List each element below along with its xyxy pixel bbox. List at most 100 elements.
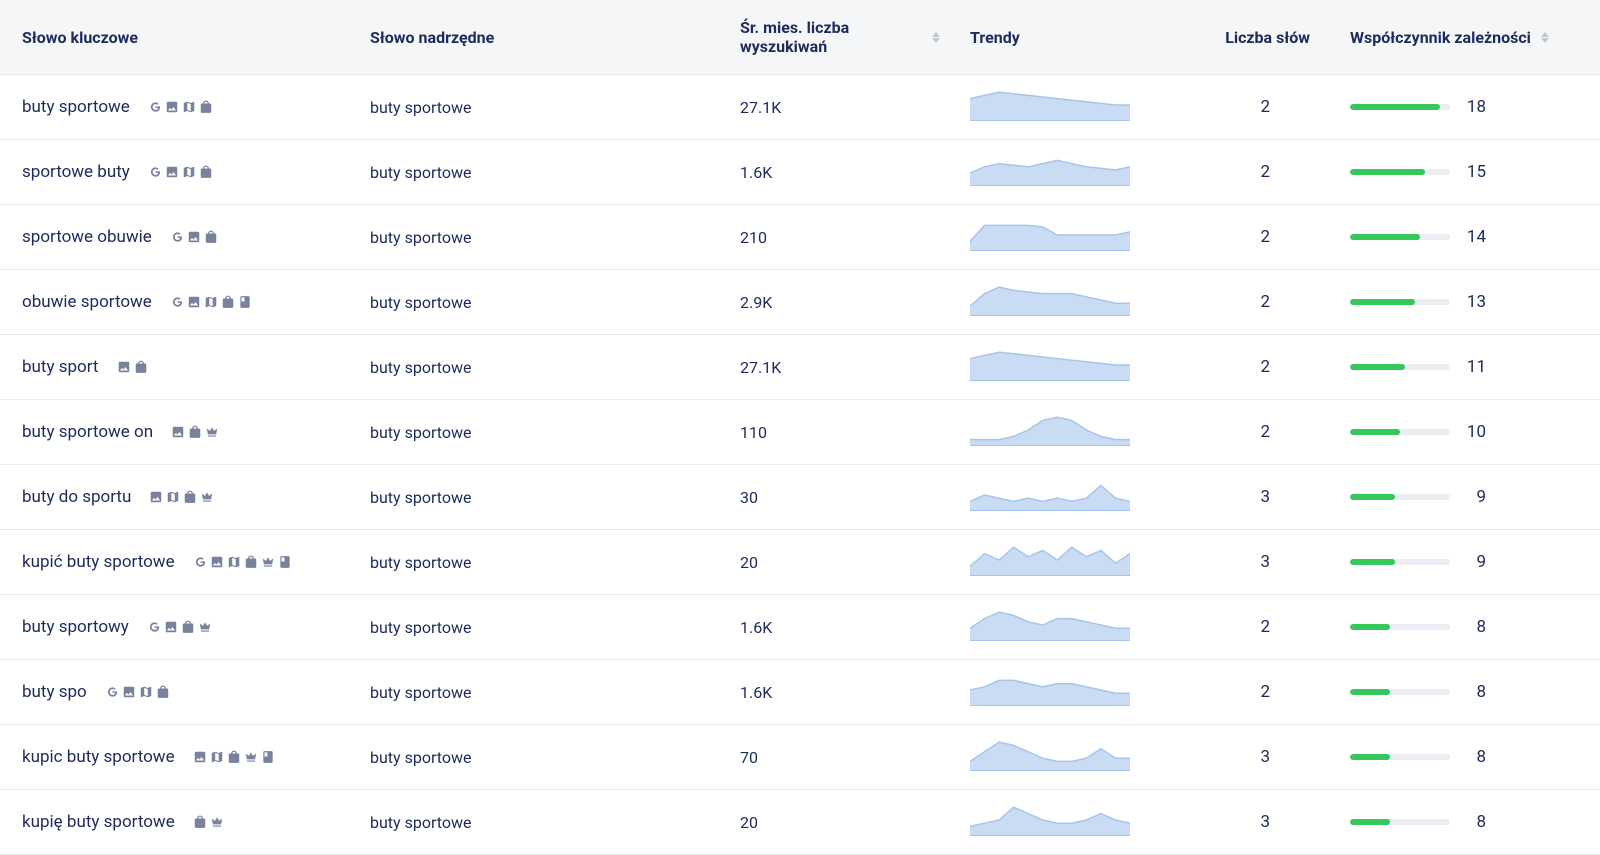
keyword-text[interactable]: buty sportowy (22, 616, 129, 638)
bag-icon[interactable] (134, 360, 148, 374)
word-count: 2 (1190, 227, 1310, 247)
keyword-text[interactable]: sportowe obuwie (22, 226, 152, 248)
img-icon[interactable] (193, 750, 207, 764)
parent-keyword[interactable]: buty sportowe (370, 683, 740, 702)
table-row[interactable]: sportowe buty buty sportowe 1.6K 2 15 (0, 140, 1600, 205)
g-icon[interactable] (170, 230, 184, 244)
bag-icon[interactable] (188, 425, 202, 439)
bag-icon[interactable] (227, 750, 241, 764)
ratio-bar-track (1350, 364, 1450, 370)
book-icon[interactable] (278, 555, 292, 569)
img-icon[interactable] (149, 490, 163, 504)
bag-icon[interactable] (221, 295, 235, 309)
parent-keyword[interactable]: buty sportowe (370, 163, 740, 182)
img-icon[interactable] (210, 555, 224, 569)
table-row[interactable]: buty sportowe buty sportowe 27.1K 2 18 (0, 75, 1600, 140)
map-icon[interactable] (182, 100, 196, 114)
parent-keyword[interactable]: buty sportowe (370, 488, 740, 507)
crown-icon[interactable] (261, 555, 275, 569)
search-volume: 2.9K (740, 293, 970, 312)
img-icon[interactable] (165, 165, 179, 179)
table-row[interactable]: buty sportowe on buty sportowe 110 2 10 (0, 400, 1600, 465)
ratio-bar-fill (1350, 819, 1390, 825)
map-icon[interactable] (166, 490, 180, 504)
bag-icon[interactable] (183, 490, 197, 504)
ratio-bar-track (1350, 624, 1450, 630)
img-icon[interactable] (171, 425, 185, 439)
parent-keyword[interactable]: buty sportowe (370, 228, 740, 247)
g-icon[interactable] (148, 100, 162, 114)
header-parent[interactable]: Słowo nadrzędne (370, 18, 740, 56)
g-icon[interactable] (148, 165, 162, 179)
map-icon[interactable] (210, 750, 224, 764)
keyword-text[interactable]: buty spo (22, 681, 87, 703)
book-icon[interactable] (261, 750, 275, 764)
table-row[interactable]: buty sport buty sportowe 27.1K 2 11 (0, 335, 1600, 400)
crown-icon[interactable] (198, 620, 212, 634)
ratio-value: 14 (1462, 227, 1486, 247)
ratio-bar-fill (1350, 364, 1405, 370)
keyword-text[interactable]: sportowe buty (22, 161, 130, 183)
img-icon[interactable] (164, 620, 178, 634)
table-row[interactable]: buty sportowy buty sportowe 1.6K 2 8 (0, 595, 1600, 660)
header-trend[interactable]: Trendy (970, 18, 1190, 56)
keyword-text[interactable]: kupic buty sportowe (22, 746, 175, 768)
parent-keyword[interactable]: buty sportowe (370, 358, 740, 377)
table-row[interactable]: kupic buty sportowe buty sportowe 70 3 8 (0, 725, 1600, 790)
header-words[interactable]: Liczba słów (1190, 18, 1350, 56)
crown-icon[interactable] (244, 750, 258, 764)
keyword-text[interactable]: buty do sportu (22, 486, 131, 508)
g-icon[interactable] (147, 620, 161, 634)
bag-icon[interactable] (199, 100, 213, 114)
img-icon[interactable] (122, 685, 136, 699)
bag-icon[interactable] (156, 685, 170, 699)
header-ratio[interactable]: Współczynnik zależności (1350, 18, 1590, 56)
bag-icon[interactable] (199, 165, 213, 179)
g-icon[interactable] (193, 555, 207, 569)
g-icon[interactable] (170, 295, 184, 309)
map-icon[interactable] (139, 685, 153, 699)
table-row[interactable]: sportowe obuwie buty sportowe 210 2 14 (0, 205, 1600, 270)
img-icon[interactable] (165, 100, 179, 114)
trend-sparkline (970, 609, 1190, 645)
keyword-text[interactable]: obuwie sportowe (22, 291, 152, 313)
parent-keyword[interactable]: buty sportowe (370, 423, 740, 442)
bag-icon[interactable] (244, 555, 258, 569)
table-row[interactable]: kupię buty sportowe buty sportowe 20 3 8 (0, 790, 1600, 855)
map-icon[interactable] (182, 165, 196, 179)
bag-icon[interactable] (193, 815, 207, 829)
keyword-icons (148, 165, 213, 179)
bag-icon[interactable] (181, 620, 195, 634)
parent-keyword[interactable]: buty sportowe (370, 813, 740, 832)
crown-icon[interactable] (205, 425, 219, 439)
img-icon[interactable] (187, 295, 201, 309)
img-icon[interactable] (187, 230, 201, 244)
keyword-text[interactable]: kupić buty sportowe (22, 551, 175, 573)
header-keyword[interactable]: Słowo kluczowe (0, 18, 370, 56)
map-icon[interactable] (227, 555, 241, 569)
g-icon[interactable] (105, 685, 119, 699)
map-icon[interactable] (204, 295, 218, 309)
trend-sparkline (970, 739, 1190, 775)
keyword-text[interactable]: buty sportowe on (22, 421, 153, 443)
table-row[interactable]: buty do sportu buty sportowe 30 3 9 (0, 465, 1600, 530)
bag-icon[interactable] (204, 230, 218, 244)
keyword-text[interactable]: buty sport (22, 356, 99, 378)
table-row[interactable]: buty spo buty sportowe 1.6K 2 8 (0, 660, 1600, 725)
ratio-value: 8 (1462, 617, 1486, 637)
table-row[interactable]: obuwie sportowe buty sportowe 2.9K 2 13 (0, 270, 1600, 335)
parent-keyword[interactable]: buty sportowe (370, 98, 740, 117)
keyword-text[interactable]: kupię buty sportowe (22, 811, 175, 833)
img-icon[interactable] (117, 360, 131, 374)
parent-keyword[interactable]: buty sportowe (370, 618, 740, 637)
keyword-icons (147, 620, 212, 634)
parent-keyword[interactable]: buty sportowe (370, 553, 740, 572)
crown-icon[interactable] (200, 490, 214, 504)
parent-keyword[interactable]: buty sportowe (370, 293, 740, 312)
crown-icon[interactable] (210, 815, 224, 829)
parent-keyword[interactable]: buty sportowe (370, 748, 740, 767)
header-search[interactable]: Śr. mies. liczba wyszukiwań (740, 18, 970, 56)
keyword-text[interactable]: buty sportowe (22, 96, 130, 118)
table-row[interactable]: kupić buty sportowe buty sportowe 20 3 9 (0, 530, 1600, 595)
book-icon[interactable] (238, 295, 252, 309)
